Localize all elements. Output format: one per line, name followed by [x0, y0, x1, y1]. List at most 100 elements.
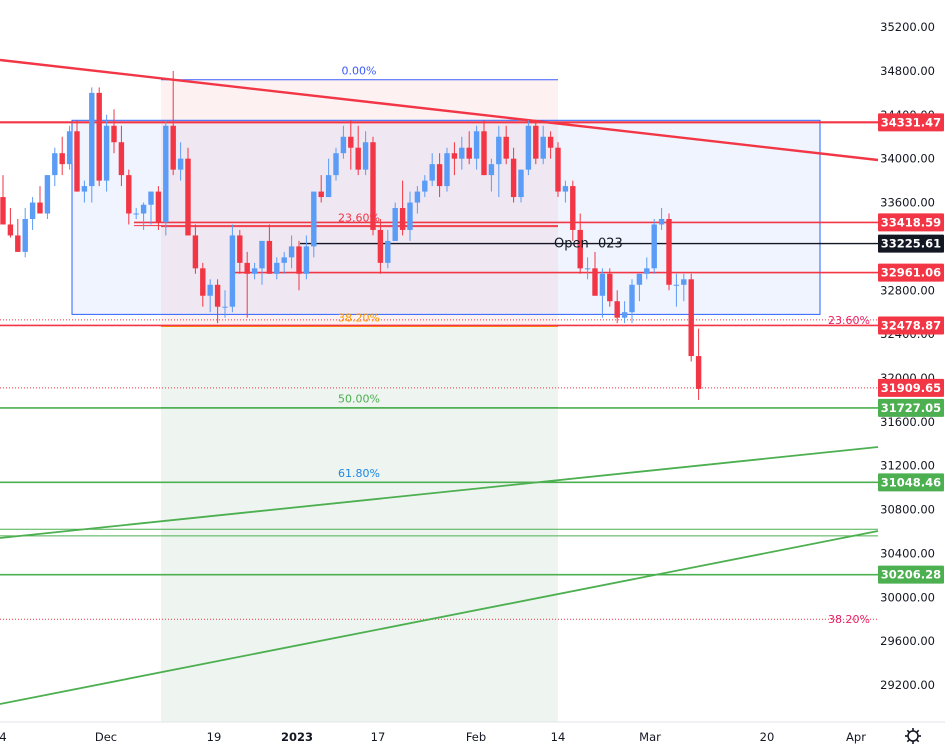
y-tick-label: 34800.00	[880, 64, 935, 78]
price-tag-box	[878, 234, 944, 253]
candle-body	[118, 142, 125, 176]
candle-body	[22, 218, 28, 252]
candle-body	[370, 142, 376, 230]
candle-body	[362, 142, 369, 170]
fibonacci-zones	[71, 79, 821, 722]
x-tick-label: Apr	[846, 730, 866, 744]
settings-gear-icon[interactable]	[905, 728, 921, 744]
candle-body	[533, 125, 539, 159]
candle-body	[451, 153, 458, 159]
fib-level-label: 38.20%	[338, 311, 380, 324]
price-tag-label: 31909.65	[881, 381, 941, 395]
y-tick-label: 30000.00	[880, 590, 935, 604]
x-axis: 4 Dec 19 2023 17 Feb 14 Mar 20 Apr	[0, 721, 945, 744]
candle-body	[66, 131, 73, 165]
candle-body	[244, 262, 250, 274]
fib-level-label: 0.00%	[342, 65, 377, 78]
candle-body	[259, 240, 265, 269]
y-tick-label: 30800.00	[880, 503, 935, 517]
y-axis: 29200.00 29600.00 30000.00 30400.00 30800.00…	[878, 20, 944, 692]
candle-body	[103, 125, 110, 181]
candle-body	[673, 284, 680, 286]
price-tag-label: 33418.59	[881, 215, 941, 229]
candles	[0, 70, 702, 400]
candle-body	[444, 153, 450, 187]
candle-body	[621, 312, 628, 318]
candle-body	[222, 306, 228, 308]
candle-body	[570, 186, 576, 230]
candle-body	[377, 229, 384, 263]
candle-body	[59, 153, 65, 165]
candle-body	[200, 268, 206, 296]
support-trendline-upper	[0, 446, 879, 539]
price-tag-label: 32961.06	[881, 266, 941, 280]
price-tag-box	[878, 378, 944, 397]
candle-body	[288, 246, 295, 258]
candle-body	[681, 279, 687, 285]
candle-body	[140, 204, 147, 214]
candle-body	[52, 153, 58, 176]
candle-body	[111, 125, 117, 143]
price-tag-label: 31048.46	[881, 475, 941, 489]
candle-body	[296, 246, 302, 274]
candle-body	[333, 153, 339, 176]
price-tag-label: 34331.47	[881, 115, 941, 129]
candle-body	[547, 136, 554, 148]
candle-body	[473, 131, 480, 159]
price-tag-box	[878, 316, 944, 335]
candle-body	[695, 356, 702, 389]
candle-body	[510, 158, 517, 198]
fib-zone-lower-tint	[161, 326, 558, 722]
candle-body	[96, 92, 102, 181]
price-tag-label: 32478.87	[881, 318, 941, 332]
candle-body	[422, 180, 428, 192]
candle-body	[214, 284, 221, 307]
x-tick-label: Dec	[95, 730, 117, 744]
candle-body	[496, 136, 502, 165]
y-tick-label: 34000.00	[880, 152, 935, 166]
candle-body	[348, 136, 354, 148]
candle-body	[7, 224, 14, 236]
candle-body	[340, 136, 347, 154]
fib-level-label: 23.60%	[338, 212, 380, 225]
candle-body	[355, 147, 361, 170]
fib-level-label: 50.00%	[338, 393, 380, 406]
candle-body	[29, 202, 36, 219]
fib-level-label: 61.80%	[338, 467, 380, 480]
y-tick-label: 32800.00	[880, 283, 935, 297]
open-label-suffix: 023	[598, 237, 623, 252]
candle-body	[436, 164, 443, 187]
price-tag-box	[878, 473, 944, 492]
price-tag-label: 30206.28	[881, 568, 941, 582]
candle-body	[303, 246, 310, 274]
candle-body	[459, 147, 465, 159]
fib-zone-upper	[161, 79, 558, 327]
y-tick-label: 31600.00	[880, 415, 935, 429]
candle-body	[614, 301, 620, 318]
candle-body	[488, 164, 495, 176]
candle-body	[185, 158, 191, 236]
candle-body	[15, 235, 21, 252]
price-tag-box	[878, 263, 944, 282]
candle-body	[251, 268, 258, 274]
candle-body	[318, 191, 324, 198]
right-fib-label: 23.60%	[828, 314, 870, 327]
price-tag-box	[878, 113, 944, 132]
candle-body	[688, 279, 694, 357]
candle-body	[525, 125, 532, 170]
x-tick-label: Mar	[639, 730, 661, 744]
candle-body	[607, 273, 613, 302]
fib-zone-lower	[161, 326, 558, 722]
candle-body	[385, 240, 391, 263]
x-tick-label: 19	[207, 730, 222, 744]
price-tag-box	[878, 213, 944, 232]
resistance-trendline	[0, 58, 879, 162]
candle-body	[237, 235, 243, 263]
y-tick-label: 31200.00	[880, 459, 935, 473]
x-tick-label: Feb	[466, 730, 486, 744]
candle-body	[229, 235, 236, 307]
price-tag-box	[878, 565, 944, 584]
candle-body	[481, 131, 487, 176]
